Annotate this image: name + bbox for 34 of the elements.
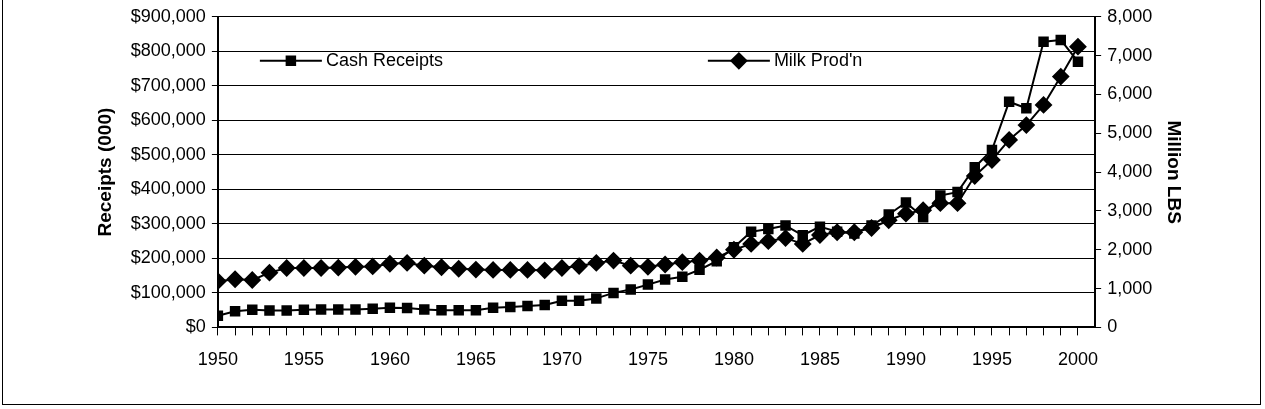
y-tick-label: $700,000	[130, 74, 206, 95]
x-tick-label: 1965	[455, 349, 496, 370]
y-tick-label: $400,000	[130, 178, 206, 199]
y2-tick-label: 5,000	[1107, 122, 1153, 143]
y2-tick-label: 7,000	[1107, 44, 1153, 65]
y2-axis-title: Million LBS	[1164, 120, 1186, 224]
y2-tick-label: 1,000	[1107, 277, 1153, 298]
x-tick-label: 1990	[885, 349, 926, 370]
y-axis-title: Receipts (000)	[93, 107, 115, 237]
y2-tick-label: 8,000	[1107, 5, 1153, 26]
y2-tick-label: 6,000	[1107, 83, 1153, 104]
y-tick-label: $600,000	[130, 109, 206, 130]
legend-label: Milk Prod'n	[773, 49, 863, 70]
y2-tick-label: 4,000	[1107, 161, 1153, 182]
x-tick-label: 1950	[197, 349, 238, 370]
x-tick-label: 1970	[541, 349, 582, 370]
x-tick-label: 1960	[369, 349, 410, 370]
y-tick-label: $100,000	[130, 281, 206, 302]
y2-tick-label: 3,000	[1107, 199, 1153, 220]
y-tick-label: $900,000	[130, 5, 206, 26]
x-tick-label: 1980	[713, 349, 754, 370]
y-tick-label: $0	[185, 316, 206, 337]
y-tick-label: $200,000	[130, 247, 206, 268]
y-tick-label: $800,000	[130, 40, 206, 61]
x-tick-label: 1955	[283, 349, 324, 370]
x-tick-label: 1975	[627, 349, 668, 370]
y-tick-label: $300,000	[130, 212, 206, 233]
legend-label: Cash Receipts	[325, 49, 443, 70]
y2-tick-label: 2,000	[1107, 238, 1153, 259]
y2-tick-label: 0	[1107, 316, 1118, 337]
y-tick-label: $500,000	[130, 143, 206, 164]
x-tick-label: 1995	[971, 349, 1012, 370]
x-tick-label: 2000	[1057, 349, 1098, 370]
x-tick-label: 1985	[799, 349, 840, 370]
